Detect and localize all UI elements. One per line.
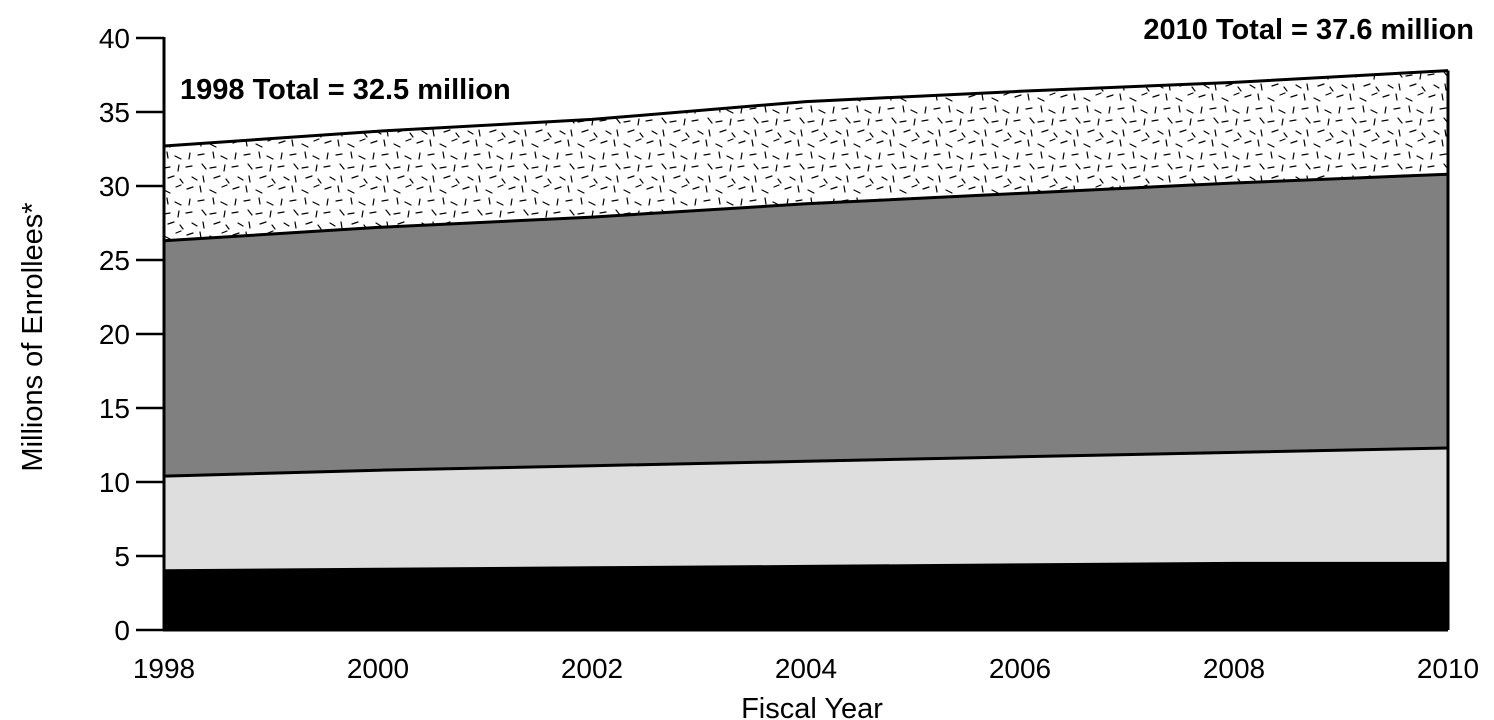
x-tick-label: 2004 [775, 653, 837, 684]
x-axis-title: Fiscal Year [741, 693, 883, 720]
area-layers [164, 70, 1448, 630]
x-tick-label: 1998 [133, 653, 195, 684]
series-boundary-2 [163, 446, 1449, 478]
axes: 0 5 10 15 20 25 30 35 40 1998 2000 2002 2004 2006 2008… [99, 23, 1479, 684]
x-tick-label: 2006 [989, 653, 1051, 684]
area-series-4 [164, 70, 1448, 241]
y-tick-label: 15 [99, 393, 130, 424]
series-boundary-lines [163, 69, 1450, 630]
x-tick-label: 2010 [1417, 653, 1479, 684]
series-boundary-1 [163, 561, 1448, 573]
y-tick-label: 35 [99, 97, 130, 128]
y-tick-label: 30 [99, 171, 130, 202]
y-tick-label: 5 [114, 541, 130, 572]
area-series-3 [164, 174, 1448, 477]
y-axis-title: Millions of Enrollees* [17, 202, 49, 471]
series-boundary-4 [163, 69, 1449, 148]
area-series-2 [164, 448, 1448, 571]
y-tick-label: 0 [114, 615, 130, 646]
x-tick-label: 2000 [347, 653, 409, 684]
y-tick-label: 10 [99, 467, 130, 498]
x-tick-label: 2008 [1203, 653, 1265, 684]
series-boundary-3 [163, 172, 1449, 243]
y-tick-label: 20 [99, 319, 130, 350]
y-tick-label: 40 [99, 23, 130, 54]
x-tick-label: 2002 [561, 653, 623, 684]
y-tick-label: 25 [99, 245, 130, 276]
area-series-1 [164, 563, 1448, 630]
annotation-2010-total: 2010 Total = 37.6 million [1143, 14, 1474, 46]
annotation-1998-total: 1998 Total = 32.5 million [180, 74, 511, 106]
